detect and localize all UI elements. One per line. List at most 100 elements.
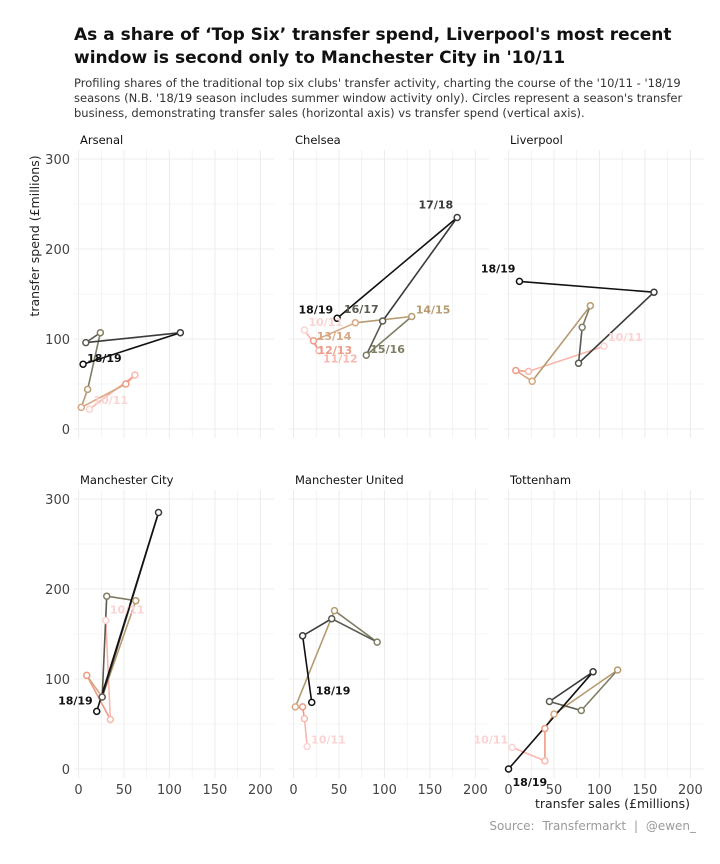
season-segment <box>548 670 594 703</box>
season-label: 10/11 <box>311 734 346 747</box>
season-point <box>102 616 110 625</box>
caption: Source: Transfermarkt | @ewen_ <box>487 819 698 833</box>
season-segment <box>336 216 458 320</box>
panel-title: Chelsea <box>295 133 341 147</box>
season-segment <box>333 609 378 643</box>
season-label: 18/19 <box>58 694 93 707</box>
panel-manchester-city: Manchester City 0 100 200 300 0 50 100 150 200 10/… <box>45 473 274 798</box>
panel-manchester-united: Manchester United 0 50 100 150 200 10/11 18/19 <box>289 473 489 798</box>
season-segment <box>95 511 160 713</box>
season-segment <box>511 746 546 762</box>
season-label: 12/13 <box>318 344 353 357</box>
gridlines <box>504 150 704 438</box>
season-point <box>541 724 549 733</box>
x-tick-label: 0 <box>74 783 82 798</box>
season-point <box>327 614 336 623</box>
gridlines <box>74 150 274 438</box>
y-tick-label: 300 <box>45 153 70 168</box>
season-point <box>333 314 341 323</box>
gridlines <box>289 150 489 438</box>
season-point <box>154 508 163 517</box>
x-tick-label: 150 <box>202 783 227 798</box>
season-point <box>578 323 586 332</box>
season-point <box>131 371 139 379</box>
season-point <box>98 693 106 701</box>
x-tick-label: 200 <box>463 783 488 798</box>
y-tick-label: 0 <box>62 423 70 438</box>
panel-title: Liverpool <box>510 133 563 147</box>
season-label: 18/19 <box>481 262 516 275</box>
caption-separator: | <box>633 819 638 833</box>
season-segment <box>312 321 357 342</box>
x-tick-label: 150 <box>417 783 442 798</box>
season-point <box>79 360 87 368</box>
season-segment <box>82 331 182 366</box>
season-point <box>550 710 558 718</box>
x-tick-label: 50 <box>546 783 563 798</box>
season-segment <box>330 617 378 643</box>
panel-title: Manchester City <box>80 473 174 487</box>
season-point <box>83 385 92 394</box>
season-point <box>545 697 554 706</box>
season-point <box>577 706 586 715</box>
season-label: 18/19 <box>299 303 334 316</box>
gridlines <box>289 490 489 778</box>
season-segment <box>101 595 108 698</box>
season-segment <box>85 331 182 344</box>
season-label: 15/16 <box>370 343 405 356</box>
season-segment <box>518 280 655 294</box>
season-point <box>524 367 533 376</box>
season-point <box>515 277 524 286</box>
season-label: 14/15 <box>416 304 451 317</box>
season-segment <box>531 304 592 383</box>
season-label: 11/12 <box>323 353 358 366</box>
season-point <box>298 703 307 711</box>
season-point <box>291 703 300 711</box>
season-point <box>102 592 111 600</box>
gridlines <box>74 490 274 778</box>
y-tick-label: 200 <box>45 583 70 598</box>
season-label: 17/18 <box>419 199 454 212</box>
panel-tottenham: Tottenham 0 50 100 150 200 10/11 18/19 <box>474 473 704 798</box>
source-name: Transfermarkt <box>542 819 627 833</box>
season-point <box>307 698 316 707</box>
panel-title: Manchester United <box>295 473 404 487</box>
season-label: 10/11 <box>93 394 128 407</box>
season-point <box>504 765 513 773</box>
season-point <box>106 715 115 724</box>
season-point <box>176 328 185 337</box>
season-segment <box>105 619 112 721</box>
season-point <box>589 668 597 676</box>
season-point <box>600 342 608 350</box>
season-point <box>330 606 339 615</box>
x-tick-label: 200 <box>678 783 703 798</box>
season-label: 10/11 <box>608 331 643 344</box>
x-tick-label: 0 <box>504 783 512 798</box>
x-tick-label: 100 <box>372 783 397 798</box>
season-point <box>303 742 311 751</box>
season-point <box>351 319 360 327</box>
season-point <box>650 288 658 296</box>
season-segment <box>577 291 655 365</box>
season-point <box>92 707 101 716</box>
y-axis-title: transfer spend (£millions) <box>27 155 42 316</box>
season-point <box>373 638 381 646</box>
y-tick-label: 100 <box>45 333 70 348</box>
season-point <box>453 213 461 222</box>
season-point <box>541 757 549 765</box>
y-tick-label: 300 <box>45 493 70 508</box>
season-point <box>82 671 91 680</box>
gridlines <box>504 490 704 778</box>
author-handle: @ewen_ <box>645 819 696 833</box>
season-segment <box>365 315 413 357</box>
x-tick-label: 50 <box>331 783 348 798</box>
season-label: 10/11 <box>474 733 509 746</box>
season-segment <box>381 216 458 322</box>
panel-liverpool: Liverpool 10/11 18/19 <box>481 133 704 438</box>
season-label: 10/11 <box>308 316 343 329</box>
season-point <box>85 405 94 413</box>
season-segment <box>548 700 583 712</box>
season-point <box>77 403 86 412</box>
